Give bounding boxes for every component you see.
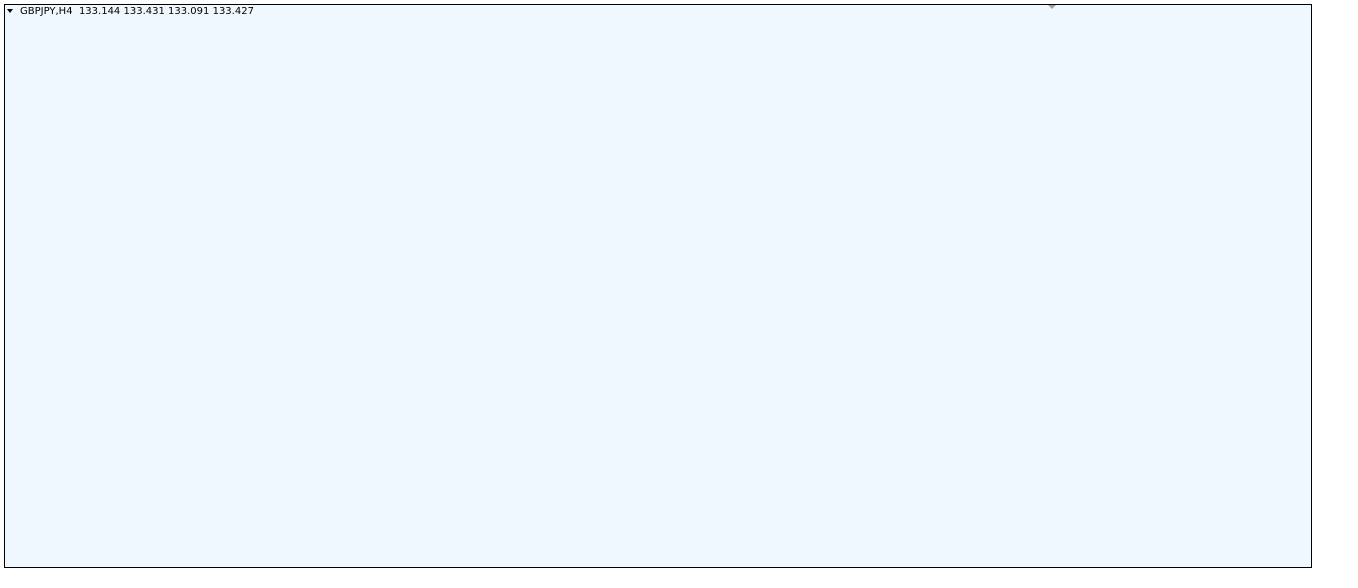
open-value: 133.144 xyxy=(78,6,121,17)
shift-marker xyxy=(1048,5,1056,9)
plot-area xyxy=(4,4,1312,568)
close-value: 133.427 xyxy=(212,6,254,17)
high-value: 133.431 xyxy=(123,6,165,17)
low-value: 133.091 xyxy=(168,6,210,17)
menu-triangle[interactable] xyxy=(7,9,13,13)
symbol: GBPJPY,H4 xyxy=(20,6,73,17)
header: GBPJPY,H4 133.144 133.431 133.091 133.42… xyxy=(20,6,254,17)
